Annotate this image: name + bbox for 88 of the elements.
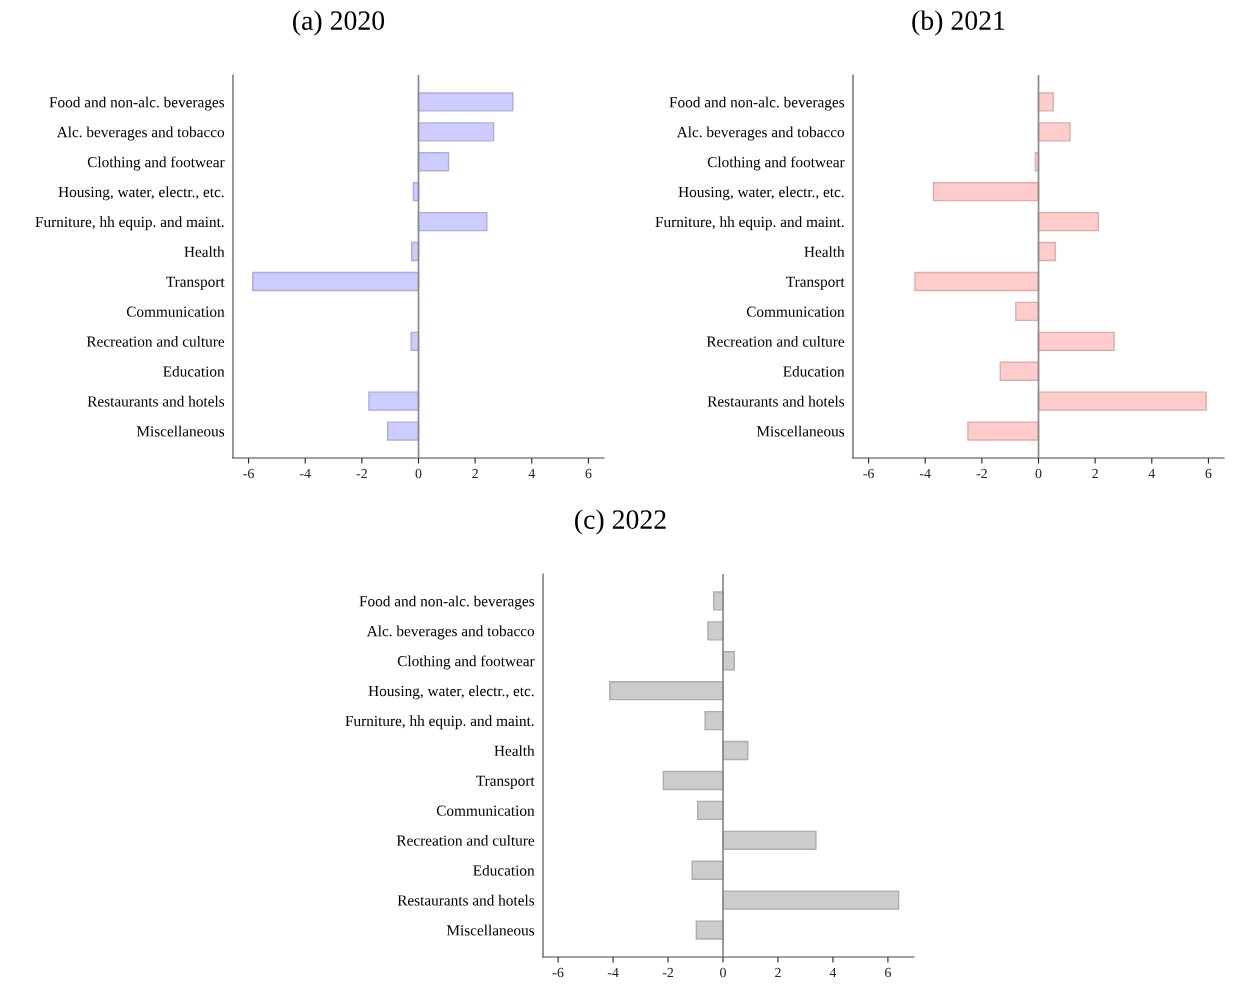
x-tick-label: 2 (472, 468, 478, 479)
bar (697, 800, 724, 821)
y-tick-label: Restaurants and hotels (707, 395, 845, 407)
bar (707, 621, 724, 641)
bar (368, 391, 420, 411)
y-tick-label: Clothing and footwear (397, 655, 535, 670)
bar (722, 830, 817, 850)
bar (1037, 241, 1056, 262)
y-tick-label: Housing, water, electr., etc. (368, 685, 534, 700)
y-tick-label: Food and non-alc. beverages (359, 595, 535, 610)
y-tick-label: Recreation and culture (86, 336, 225, 347)
y-tick-label: Transport (476, 775, 535, 790)
y-tick-label: Food and non-alc. beverages (669, 96, 845, 111)
y-tick-label: Health (184, 246, 225, 257)
x-tick-label: -6 (243, 468, 254, 479)
y-tick-label: Restaurants and hotels (397, 894, 535, 906)
x-tick-label: -6 (552, 967, 564, 978)
y-tick-label: Recreation and culture (706, 336, 845, 347)
bar (1037, 331, 1115, 351)
x-tick-label: 0 (415, 468, 422, 479)
y-tick-label: Miscellaneous (136, 425, 225, 437)
bar (386, 421, 420, 441)
y-tick-label: Housing, water, electr., etc. (58, 186, 224, 201)
y-tick-label: Health (804, 246, 845, 257)
bar (695, 920, 724, 940)
y-tick-label: Education (783, 365, 845, 377)
bar (704, 710, 724, 731)
x-tick-label: -4 (607, 967, 619, 978)
bar (691, 860, 724, 880)
x-tick-label: -2 (976, 468, 987, 479)
y-tick-label: Communication (126, 306, 225, 317)
x-tick-label: 2 (1092, 468, 1098, 479)
y-tick-label: Clothing and footwear (707, 156, 845, 171)
y-tick-label: Food and non-alc. beverages (49, 96, 225, 111)
bar (1037, 211, 1099, 232)
bar (252, 271, 420, 292)
chart-title: (b) 2021 (912, 10, 1005, 36)
bar (722, 740, 749, 761)
x-tick-label: 0 (720, 967, 726, 978)
y-tick-label: Education (473, 864, 535, 876)
y-tick-label: Miscellaneous (446, 924, 535, 936)
x-tick-label: 4 (1148, 468, 1156, 479)
x-tick-label: 6 (585, 468, 592, 479)
y-tick-label: Furniture, hh equip. and maint. (35, 216, 224, 231)
y-tick-label: Recreation and culture (396, 835, 535, 846)
y-tick-label: Clothing and footwear (87, 156, 225, 171)
bar (967, 421, 1040, 441)
x-tick-label: 2 (775, 967, 781, 978)
y-tick-label: Alc. beverages and tobacco (366, 625, 535, 640)
bar (417, 152, 450, 172)
bar (417, 211, 488, 232)
y-tick-label: Alc. beverages and tobacco (56, 126, 225, 141)
y-tick-label: Miscellaneous (756, 425, 845, 437)
y-tick-label: Alc. beverages and tobacco (676, 126, 845, 141)
x-tick-label: -4 (299, 468, 311, 479)
y-tick-label: Communication (746, 306, 845, 317)
chart-title: (a) 2020 (293, 10, 385, 36)
x-tick-label: -2 (662, 967, 674, 978)
y-tick-label: Furniture, hh equip. and maint. (345, 715, 534, 730)
y-tick-label: Transport (786, 276, 845, 291)
y-tick-label: Education (163, 365, 225, 377)
bar (722, 890, 900, 910)
bar (417, 122, 495, 142)
x-tick-label: 4 (829, 967, 837, 978)
bar (417, 92, 514, 112)
x-tick-label: 4 (528, 468, 536, 479)
y-tick-label: Housing, water, electr., etc. (678, 186, 844, 201)
bar (1037, 122, 1071, 142)
x-tick-label: 6 (885, 967, 891, 978)
x-tick-label: -2 (356, 468, 367, 479)
x-tick-label: -4 (919, 468, 931, 479)
y-tick-label: Health (494, 745, 535, 756)
bar (662, 770, 724, 791)
bar (999, 361, 1040, 381)
bar (914, 271, 1040, 292)
y-tick-label: Furniture, hh equip. and maint. (655, 216, 844, 231)
bar (1037, 391, 1207, 411)
bar (1015, 301, 1040, 322)
y-tick-label: Transport (166, 276, 225, 291)
x-tick-label: 6 (1205, 468, 1212, 479)
y-tick-label: Communication (436, 805, 535, 816)
x-tick-label: 0 (1035, 468, 1042, 479)
bar (609, 681, 724, 701)
bar (1037, 92, 1054, 112)
chart-title: (c) 2022 (575, 509, 666, 535)
bar (932, 182, 1040, 202)
y-tick-label: Restaurants and hotels (87, 395, 225, 407)
x-tick-label: -6 (863, 468, 874, 479)
